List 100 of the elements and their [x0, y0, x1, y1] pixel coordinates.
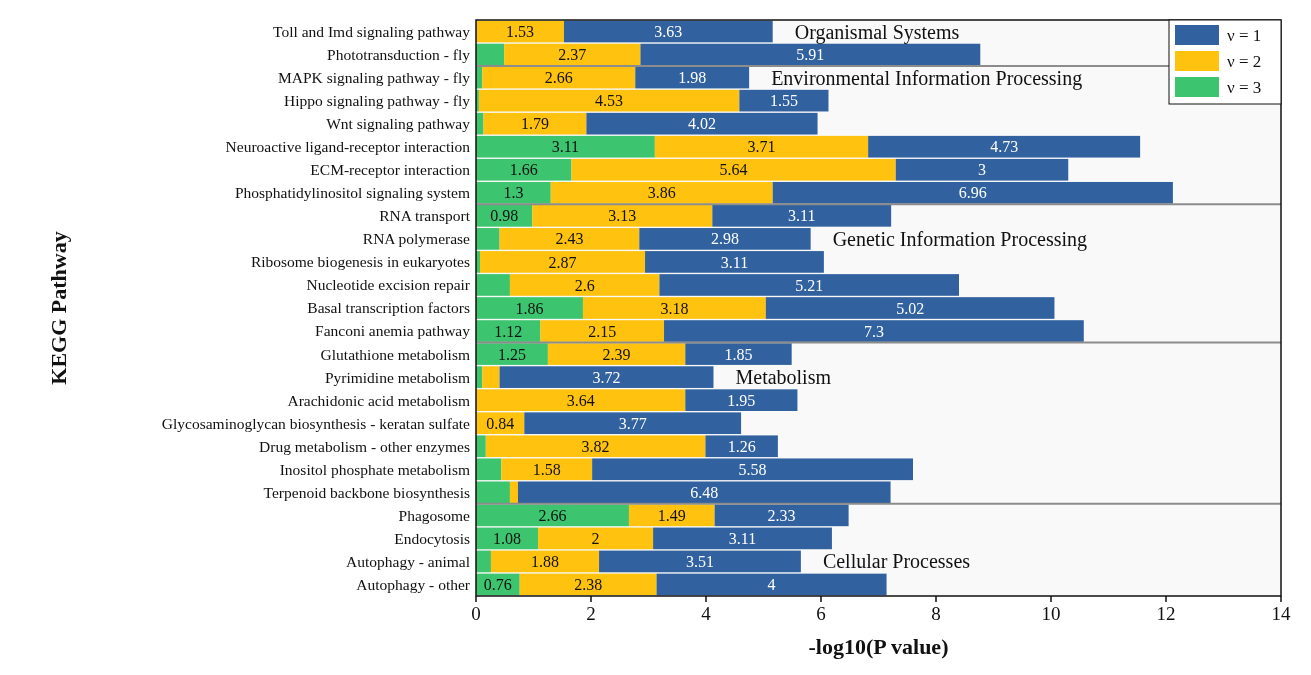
y-tick-label: Phosphatidylinositol signaling system: [234, 184, 470, 202]
bar: [504, 43, 641, 66]
bar: [483, 112, 587, 135]
data-label: 3.11: [720, 253, 749, 271]
bar: [628, 504, 715, 527]
legend-label: ν = 1: [1227, 25, 1262, 45]
y-tick-label: Arachidonic acid metabolism: [287, 391, 470, 409]
data-label: 1.49: [657, 506, 686, 524]
x-tick-label: 0: [471, 603, 481, 624]
x-tick-label: 8: [931, 603, 941, 624]
data-label: 2.43: [555, 230, 584, 248]
data-label: 5.02: [896, 299, 925, 317]
y-tick-label: RNA transport: [379, 207, 471, 225]
data-label: 1.12: [494, 322, 523, 340]
y-tick-label: Wnt signaling pathway: [326, 115, 471, 133]
data-label: 3.18: [660, 299, 689, 317]
y-tick-label: Drug metabolism - other enzymes: [259, 437, 470, 455]
bar: [635, 66, 750, 89]
bar: [476, 550, 491, 573]
data-label: 1.26: [727, 437, 756, 455]
band-label: Organismal Systems: [794, 20, 960, 44]
data-label: 2.33: [767, 506, 796, 524]
x-tick-label: 4: [701, 603, 712, 624]
y-tick-label: Ribosome biogenesis in eukaryotes: [250, 253, 470, 271]
x-tick-label: 14: [1271, 603, 1291, 624]
data-label: 1.58: [532, 460, 561, 478]
x-tick-label: 6: [816, 603, 826, 624]
data-label: 1.25: [497, 345, 526, 363]
x-tick-label: 2: [586, 603, 596, 624]
data-label: 1.55: [769, 92, 798, 110]
data-label: 4.53: [595, 92, 624, 110]
y-tick-label: Pyrimidine metabolism: [324, 368, 470, 386]
data-label: 1.53: [505, 23, 534, 41]
data-label: 2.6: [574, 276, 595, 294]
data-label: 3.71: [747, 138, 776, 156]
y-tick-label: Toll and Imd signaling pathway: [273, 22, 471, 40]
y-tick-label: Phagosome: [398, 506, 471, 524]
y-tick-label: Hippo signaling pathway - fly: [284, 92, 471, 110]
data-label: 5.91: [796, 46, 825, 64]
data-label: 4: [767, 576, 776, 594]
y-tick-label: Glutathione metabolism: [320, 345, 470, 363]
data-label: 3.77: [618, 414, 647, 432]
data-label: 3.86: [647, 184, 676, 202]
bar: [476, 43, 505, 66]
data-label: 0.98: [490, 207, 519, 225]
bar: [653, 527, 832, 550]
data-label: 3.63: [654, 23, 683, 41]
data-label: 5.58: [738, 460, 767, 478]
data-label: 1.95: [727, 391, 756, 409]
data-label: 2.87: [548, 253, 577, 271]
data-label: 2.39: [602, 345, 631, 363]
band-label: Genetic Information Processing: [832, 227, 1088, 251]
y-tick-label: Endocytosis: [394, 529, 470, 547]
data-label: 3.82: [581, 437, 610, 455]
bar: [714, 504, 849, 527]
y-tick-label: Phototransduction - fly: [327, 45, 471, 63]
bar: [547, 343, 686, 365]
data-label: 7.3: [863, 322, 884, 340]
data-label: 5.21: [795, 276, 824, 294]
x-tick-label: 10: [1041, 603, 1061, 624]
data-label: 2.98: [710, 230, 739, 248]
band-label: Environmental Information Processing: [771, 66, 1083, 90]
data-label: 2.66: [538, 506, 567, 524]
data-label: 1.66: [509, 161, 538, 179]
y-tick-label: RNA polymerase: [362, 230, 471, 248]
bar: [586, 112, 818, 135]
y-tick-label: Terpenoid backbone biosynthesis: [263, 483, 470, 501]
bar: [478, 89, 740, 112]
data-label: 3.11: [551, 138, 580, 156]
data-label: 4.73: [990, 138, 1019, 156]
data-label: 1.3: [503, 184, 524, 202]
bar: [599, 550, 801, 573]
data-label: 0.84: [486, 414, 515, 432]
data-label: 1.79: [520, 115, 549, 133]
data-label: 2.38: [574, 576, 603, 594]
data-label: 3.11: [788, 207, 816, 225]
data-label: 1.88: [531, 553, 559, 571]
data-label: 3.11: [728, 530, 757, 547]
data-label: 3.13: [608, 207, 637, 225]
y-tick-label: Fanconi anemia pathway: [315, 322, 471, 340]
data-label: 1.85: [724, 345, 753, 363]
data-label: 1.08: [493, 530, 522, 547]
y-tick-label: Basal transcription factors: [307, 299, 470, 317]
data-label: 5.64: [719, 161, 748, 179]
bar: [563, 20, 773, 43]
data-label: 3: [978, 161, 986, 179]
bar: [490, 550, 600, 573]
y-tick-label: Autophagy - other: [356, 575, 471, 593]
legend-label: ν = 2: [1227, 51, 1262, 71]
y-tick-label: Autophagy - animal: [346, 552, 470, 570]
y-tick-label: Glycosaminoglycan biosynthesis - keratan sulfate: [161, 414, 471, 432]
data-label: 2.37: [558, 46, 587, 64]
x-tick-label: 12: [1156, 603, 1176, 624]
data-label: 6.96: [958, 184, 987, 202]
band-label: Cellular Processes: [822, 550, 971, 573]
x-axis-title: -log10(P value): [808, 634, 949, 659]
y-tick-label: ECM-receptor interaction: [310, 161, 471, 179]
band-label: Metabolism: [735, 366, 832, 389]
bar: [476, 504, 629, 527]
bar: [656, 573, 887, 596]
